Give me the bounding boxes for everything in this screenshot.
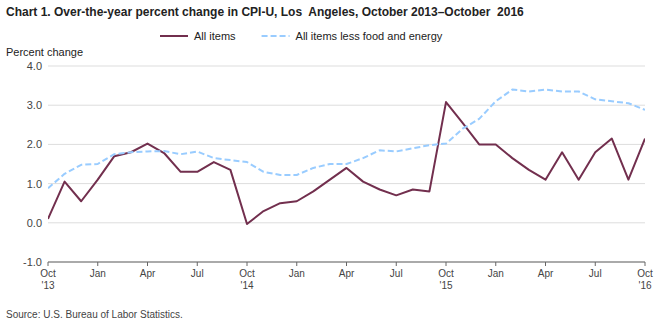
x-tick-label: Jan xyxy=(289,268,305,279)
x-tick xyxy=(446,262,447,266)
x-tick-label: Apr xyxy=(538,268,554,279)
x-tick-label: Oct'13 xyxy=(40,268,56,291)
y-axis-label: Percent change xyxy=(6,46,83,58)
y-tick-label: 0.0 xyxy=(27,217,42,229)
grid-line xyxy=(48,105,645,106)
x-tick xyxy=(645,262,646,266)
legend-swatch xyxy=(262,35,290,37)
series-line xyxy=(48,90,645,189)
x-tick-label: Oct'14 xyxy=(239,268,255,291)
x-tick xyxy=(396,262,397,266)
x-tick xyxy=(97,262,98,266)
x-tick xyxy=(495,262,496,266)
x-tick xyxy=(247,262,248,266)
grid-line xyxy=(48,222,645,223)
y-axis: -1.0 0.0 1.0 2.0 3.0 4.0 xyxy=(23,60,645,268)
x-tick-label: Oct'16 xyxy=(637,268,653,291)
x-tick-label: Apr xyxy=(339,268,355,279)
title: Chart 1. Over-the-year percent change in… xyxy=(6,5,524,19)
x-tick xyxy=(545,262,546,266)
x-tick-label: Jan xyxy=(488,268,504,279)
legend-label: All items less food and energy xyxy=(296,30,443,42)
grid-line xyxy=(48,144,645,145)
y-tick-label: 1.0 xyxy=(27,178,42,190)
y-tick-label: 3.0 xyxy=(27,99,42,111)
x-tick xyxy=(595,262,596,266)
y-tick-label: 2.0 xyxy=(27,138,42,150)
x-tick xyxy=(296,262,297,266)
x-tick-label: Jul xyxy=(589,268,602,279)
x-tick xyxy=(48,262,49,266)
x-axis: Oct'13 Jan Apr Jul Oct'14 Jan Apr Jul Oct'15 Jan A… xyxy=(40,262,653,291)
x-tick xyxy=(346,262,347,266)
y-tick-label: 4.0 xyxy=(27,60,42,72)
y-tick-label: -1.0 xyxy=(23,256,42,268)
x-tick-label: Jan xyxy=(90,268,106,279)
grid-line xyxy=(48,66,645,67)
legend: All items All items less food and energy xyxy=(160,30,443,42)
x-tick-label: Jul xyxy=(390,268,403,279)
legend-label: All items xyxy=(194,30,236,42)
source: Source: U.S. Bureau of Labor Statistics. xyxy=(6,309,183,320)
x-tick-label: Oct'15 xyxy=(438,268,454,291)
x-tick-label: Apr xyxy=(140,268,156,279)
plot-area xyxy=(48,90,645,224)
x-tick xyxy=(147,262,148,266)
x-tick xyxy=(197,262,198,266)
x-tick-label: Jul xyxy=(191,268,204,279)
chart: Chart 1. Over-the-year percent change in… xyxy=(0,0,659,326)
legend-swatch xyxy=(160,35,188,37)
grid-line xyxy=(48,183,645,184)
